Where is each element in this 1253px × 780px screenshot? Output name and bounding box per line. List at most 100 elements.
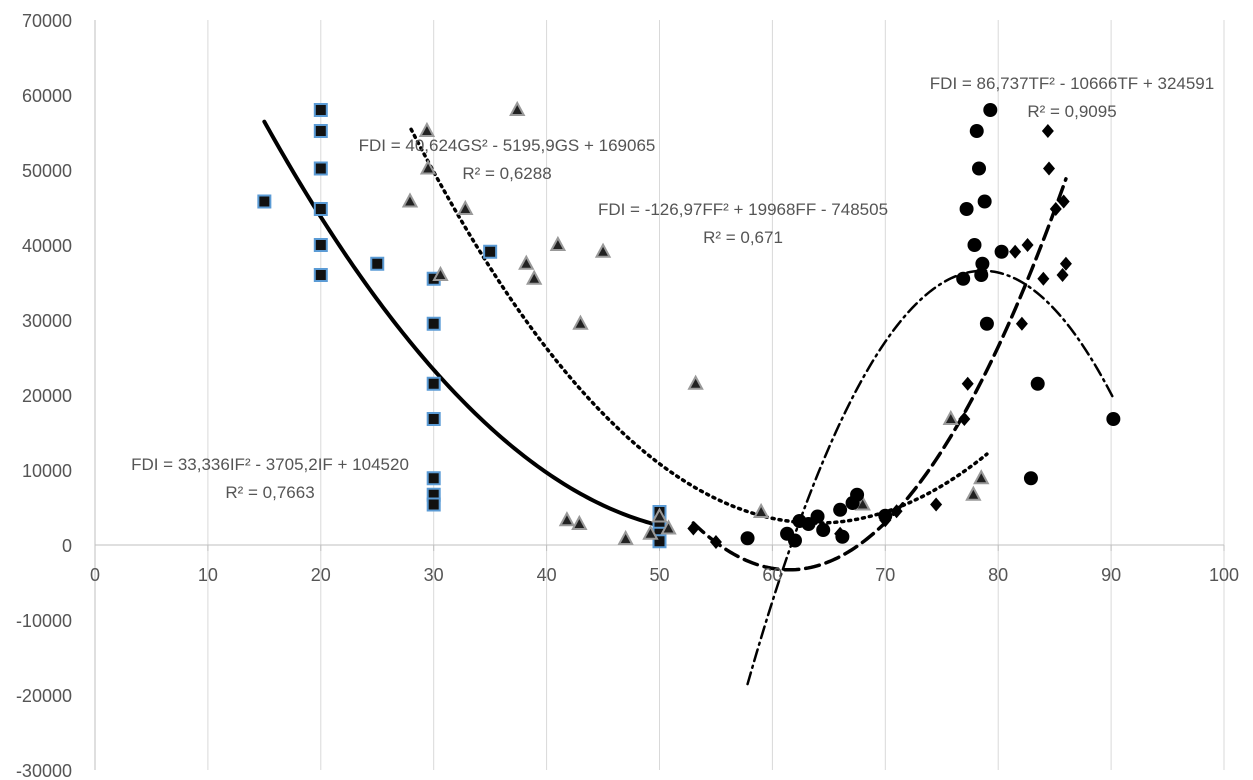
point-square-4: [313, 202, 328, 216]
r2-label-tf: R² = 0,9095: [1027, 102, 1116, 121]
point-triangle-20: [965, 485, 982, 501]
trendlines: [262, 119, 1115, 686]
point-square-3: [313, 161, 328, 176]
point-square-1: [313, 103, 328, 117]
point-diamond-4: [890, 504, 903, 519]
y-tick-label-50000: 50000: [22, 161, 72, 181]
point-square-7: [370, 256, 385, 271]
point-diamond-1: [709, 535, 722, 549]
point-circle-23: [1023, 471, 1038, 486]
point-circle-2: [787, 533, 802, 548]
x-tick-label-70: 70: [875, 565, 895, 585]
point-circle-22: [994, 244, 1009, 259]
point-triangle-19: [942, 409, 959, 425]
y-tick-label--20000: -20000: [16, 686, 72, 706]
point-triangle-16: [660, 519, 677, 535]
r2-label-gs: R² = 0,6288: [462, 164, 551, 183]
point-triangle-8: [549, 235, 567, 251]
point-triangle-0: [401, 192, 419, 208]
point-diamond-2: [834, 526, 847, 541]
point-diamond-8: [1009, 244, 1022, 259]
y-tick-label-20000: 20000: [22, 386, 72, 406]
point-triangle-11: [572, 314, 589, 330]
point-triangle-4: [457, 199, 474, 215]
y-tick-label--10000: -10000: [16, 611, 72, 631]
gridlines: [207, 20, 1225, 770]
point-square-0: [257, 194, 272, 209]
point-circle-19: [977, 194, 992, 209]
point-square-2: [313, 124, 328, 138]
y-tick-label-10000: 10000: [22, 461, 72, 481]
point-diamond-3: [879, 513, 892, 528]
point-circle-21: [983, 103, 998, 117]
point-circle-0: [740, 531, 755, 546]
point-diamond-0: [687, 521, 700, 536]
point-triangle-10: [571, 514, 588, 530]
point-triangle-7: [526, 269, 543, 285]
point-diamond-6: [958, 412, 971, 426]
point-triangle-2: [419, 159, 437, 175]
point-diamond-13: [1043, 161, 1056, 176]
x-tick-label-0: 0: [90, 565, 100, 585]
point-circle-18: [975, 256, 990, 271]
point-circle-16: [972, 161, 987, 176]
point-circle-7: [833, 502, 848, 517]
trendline-gs: [409, 127, 989, 525]
point-triangle-13: [617, 529, 634, 545]
point-square-5: [313, 238, 328, 252]
point-square-15: [483, 244, 498, 259]
point-square-6: [313, 268, 328, 282]
y-tick-label-0: 0: [62, 536, 72, 556]
point-diamond-7: [961, 376, 974, 391]
point-diamond-11: [1037, 271, 1050, 286]
x-tick-label-20: 20: [311, 565, 331, 585]
point-diamond-14: [1049, 202, 1062, 216]
point-triangle-21: [973, 469, 990, 485]
r2-label-ff: R² = 0,671: [703, 228, 783, 247]
point-triangle-18: [752, 502, 770, 518]
r2-label-if: R² = 0,7663: [225, 483, 314, 502]
point-diamond-10: [1021, 238, 1034, 252]
point-square-11: [426, 412, 441, 426]
point-square-9: [426, 316, 441, 331]
point-circle-20: [979, 316, 994, 331]
point-circle-15: [969, 124, 984, 138]
point-circle-6: [816, 523, 831, 537]
point-circle-25: [1106, 412, 1121, 426]
y-tick-label-40000: 40000: [22, 236, 72, 256]
equation-label-if: FDI = 33,336IF² - 3705,2IF + 104520: [131, 455, 409, 474]
point-circle-5: [810, 509, 825, 524]
equation-label-gs: FDI = 40,624GS² - 5195,9GS + 169065: [359, 136, 656, 155]
point-triangle-12: [594, 242, 612, 258]
point-diamond-5: [930, 497, 943, 512]
point-triangle-14: [642, 524, 659, 540]
equation-label-ff: FDI = -126,97FF² + 19968FF - 748505: [598, 200, 888, 219]
y-tick-label-60000: 60000: [22, 86, 72, 106]
point-circle-14: [967, 238, 982, 252]
point-triangle-9: [558, 511, 576, 527]
point-triangle-6: [518, 254, 535, 270]
data-points: [257, 100, 1121, 549]
trendline-ff: [746, 269, 1115, 686]
point-diamond-9: [1015, 316, 1028, 331]
x-tick-label-60: 60: [762, 565, 782, 585]
point-square-12: [426, 471, 441, 486]
trendline-tf: [691, 177, 1068, 572]
point-circle-12: [956, 271, 971, 286]
point-diamond-16: [1057, 194, 1070, 209]
point-circle-24: [1030, 376, 1045, 391]
point-triangle-5: [509, 100, 526, 116]
point-square-14: [426, 497, 441, 512]
labels: 0 10 20 30 40 50 60 70 80 90 100 -30000 -20000 -10000…: [16, 11, 1239, 780]
point-triangle-15: [651, 507, 668, 523]
point-triangle-3: [432, 265, 449, 281]
point-diamond-15: [1056, 268, 1069, 282]
x-tick-label-80: 80: [988, 565, 1008, 585]
point-diamond-12: [1041, 124, 1054, 138]
point-triangle-17: [687, 374, 704, 390]
point-square-10: [426, 376, 441, 391]
x-tick-label-100: 100: [1209, 565, 1239, 585]
y-tick-label-30000: 30000: [22, 311, 72, 331]
